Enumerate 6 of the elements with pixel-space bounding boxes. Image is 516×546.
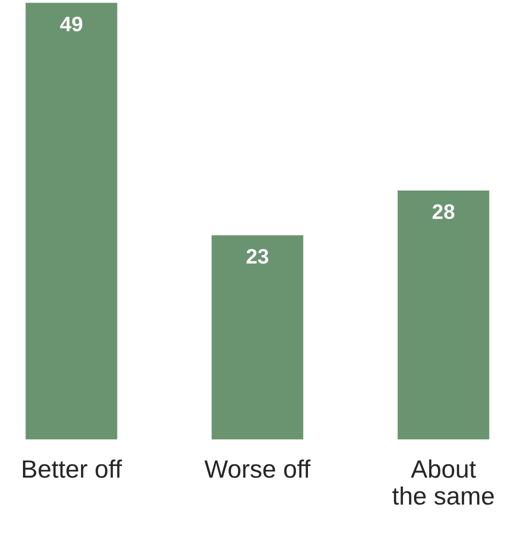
data-label: 28	[432, 204, 454, 220]
x-tick-label: Better off	[22, 460, 122, 478]
data-label: 49	[60, 16, 82, 32]
x-tick-label: About the same	[392, 460, 494, 505]
data-label: 23	[246, 248, 268, 264]
x-tick-label: Worse off	[204, 460, 311, 478]
